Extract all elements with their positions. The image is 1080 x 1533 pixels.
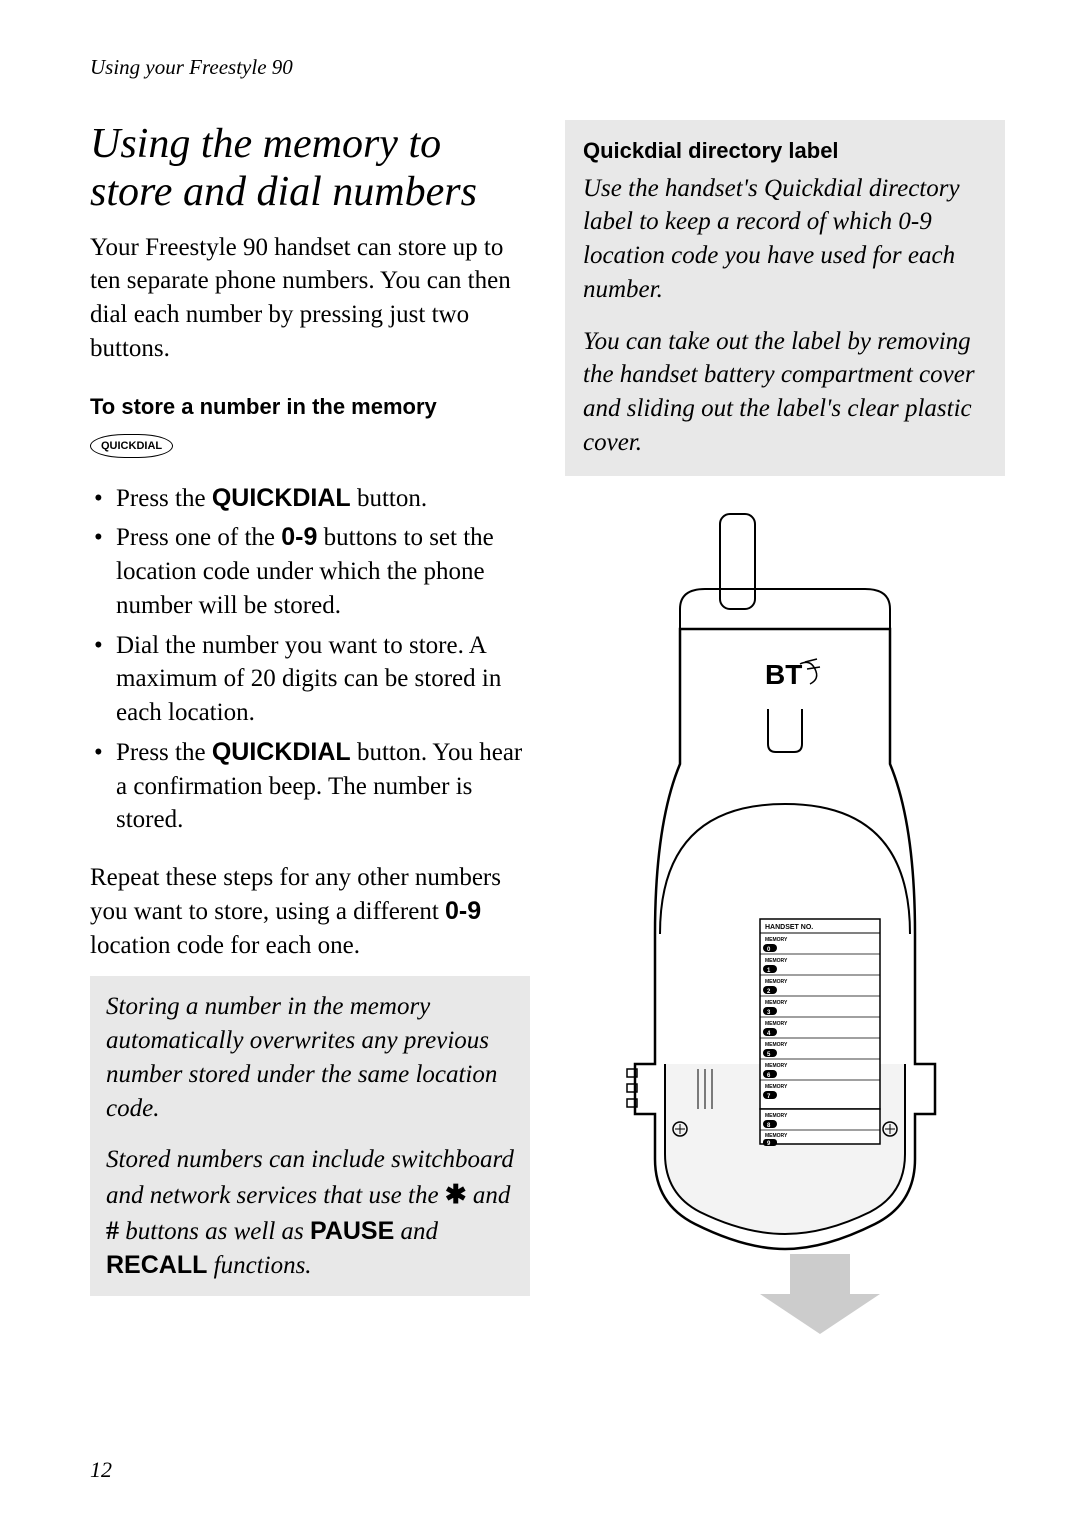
step-text: Press the [116,739,212,766]
svg-text:MEMORY: MEMORY [765,1133,788,1139]
step-text: button. [351,485,427,512]
handset-illustration: BT HANDSET NO. [565,504,1005,1334]
note-right-p1: Use the handset's Quickdial directory la… [583,172,987,307]
svg-text:MEMORY: MEMORY [765,1113,788,1119]
note-box-right: Quickdial directory label Use the handse… [565,120,1005,476]
note-right-p2: You can take out the label by removing t… [583,325,987,460]
note-text: and [394,1218,438,1245]
svg-text:MEMORY: MEMORY [765,958,788,964]
note-box-left: Storing a number in the memory automatic… [90,976,530,1296]
subhead-store: To store a number in the memory [90,394,530,420]
handset-no-label: HANDSET NO. [765,924,813,931]
step-2: Press one of the 0-9 buttons to set the … [90,521,530,622]
svg-text:MEMORY: MEMORY [765,1084,788,1090]
step-text: Press one of the [116,524,281,551]
note-bold: RECALL [106,1251,207,1279]
svg-text:MEMORY: MEMORY [765,1042,788,1048]
svg-text:MEMORY: MEMORY [765,1021,788,1027]
svg-text:MEMORY: MEMORY [765,979,788,985]
directory-label-panel: HANDSET NO. MEMORY 0 MEMORY 1 MEMORY 2 M… [760,919,880,1147]
page-number: 12 [90,1457,112,1483]
note-p1: Storing a number in the memory automatic… [106,990,514,1125]
columns: Using the memory to store and dial numbe… [90,120,1005,1339]
step-1: Press the QUICKDIAL button. [90,482,530,516]
left-column: Using the memory to store and dial numbe… [90,120,530,1339]
step-4: Press the QUICKDIAL button. You hear a c… [90,736,530,837]
page: Using your Freestyle 90 Using the memory… [0,0,1080,1533]
step-bold: QUICKDIAL [212,484,351,512]
quickdial-button-icon: QUICKDIAL [90,434,173,458]
step-bold: QUICKDIAL [212,738,351,766]
running-head: Using your Freestyle 90 [90,55,1005,80]
note-text: buttons as well as [119,1218,310,1245]
right-column: Quickdial directory label Use the handse… [565,120,1005,1339]
note-text: functions. [207,1252,311,1279]
repeat-text: location code for each one. [90,932,360,959]
svg-text:MEMORY: MEMORY [765,1000,788,1006]
repeat-paragraph: Repeat these steps for any other numbers… [90,861,530,962]
svg-text:MEMORY: MEMORY [765,1063,788,1069]
step-3: Dial the number you want to store. A max… [90,629,530,730]
star-symbol: ✱ [445,1180,467,1209]
repeat-bold: 0-9 [445,897,481,925]
steps-list: Press the QUICKDIAL button. Press one of… [90,482,530,838]
note-p2: Stored numbers can include switchboard a… [106,1143,514,1282]
hash-symbol: # [106,1216,119,1245]
page-title: Using the memory to store and dial numbe… [90,120,530,217]
note-heading: Quickdial directory label [583,136,987,166]
svg-text:MEMORY: MEMORY [765,937,788,943]
repeat-text: Repeat these steps for any other numbers… [90,864,501,925]
step-bold: 0-9 [281,523,317,551]
intro-paragraph: Your Freestyle 90 handset can store up t… [90,231,530,366]
brand-text: BT [765,659,802,690]
note-text: and [467,1182,511,1209]
note-bold: PAUSE [310,1217,394,1245]
down-arrow-icon [760,1254,880,1334]
step-text: Press the [116,485,212,512]
